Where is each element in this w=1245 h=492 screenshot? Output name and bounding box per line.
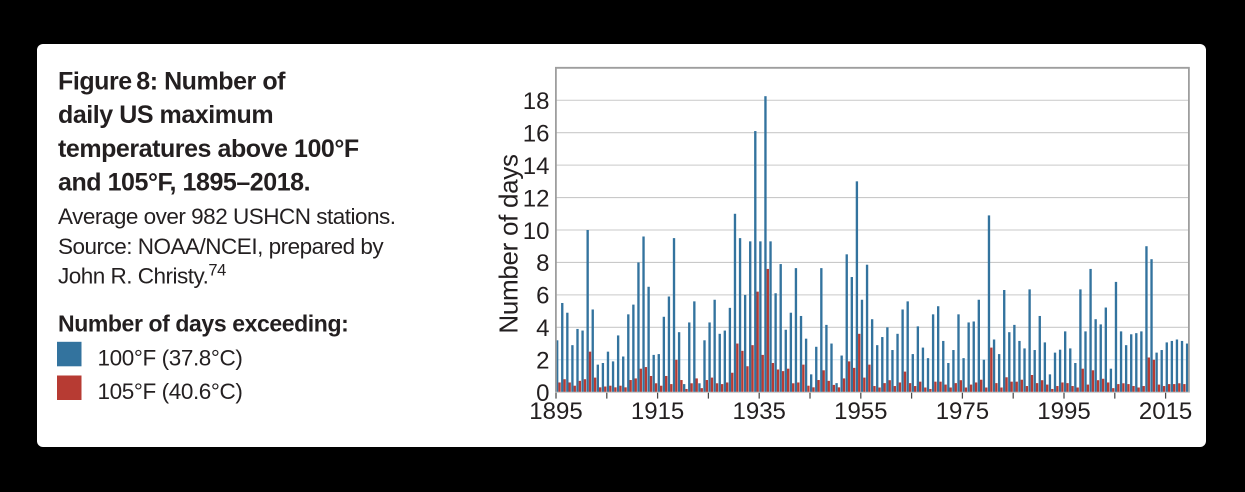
svg-text:18: 18: [523, 88, 550, 115]
svg-text:16: 16: [523, 120, 550, 147]
svg-text:1975: 1975: [936, 398, 989, 425]
svg-text:and 105°F, 1895–2018.: and 105°F, 1895–2018.: [58, 169, 310, 197]
svg-text:Average over 982 USHCN station: Average over 982 USHCN stations.: [58, 204, 396, 229]
svg-text:1995: 1995: [1037, 398, 1090, 425]
svg-text:12: 12: [523, 185, 550, 212]
svg-text:Source: NOAA/NCEI, prepared by: Source: NOAA/NCEI, prepared by: [58, 234, 384, 259]
svg-text:4: 4: [536, 315, 549, 342]
svg-text:1955: 1955: [834, 398, 887, 425]
svg-text:daily US maximum: daily US maximum: [58, 101, 273, 129]
svg-text:1935: 1935: [733, 398, 786, 425]
svg-text:10: 10: [523, 218, 550, 245]
svg-text:2: 2: [536, 348, 549, 375]
svg-text:Number of days: Number of days: [494, 154, 524, 334]
svg-text:105°F (40.6°C): 105°F (40.6°C): [98, 379, 243, 404]
svg-text:2015: 2015: [1139, 398, 1192, 425]
svg-text:Number of days exceeding:: Number of days exceeding:: [58, 311, 348, 337]
svg-text:1915: 1915: [631, 398, 684, 425]
svg-text:6: 6: [536, 283, 549, 310]
svg-text:0: 0: [536, 380, 549, 407]
svg-text:1895: 1895: [529, 398, 582, 425]
svg-text:Figure 8: Number of: Figure 8: Number of: [58, 68, 286, 96]
svg-text:John R. Christy.74: John R. Christy.74: [58, 262, 226, 289]
svg-text:14: 14: [523, 153, 550, 180]
svg-text:temperatures above 100°F: temperatures above 100°F: [58, 135, 359, 163]
svg-text:8: 8: [536, 250, 549, 277]
svg-text:100°F (37.8°C): 100°F (37.8°C): [98, 346, 243, 371]
